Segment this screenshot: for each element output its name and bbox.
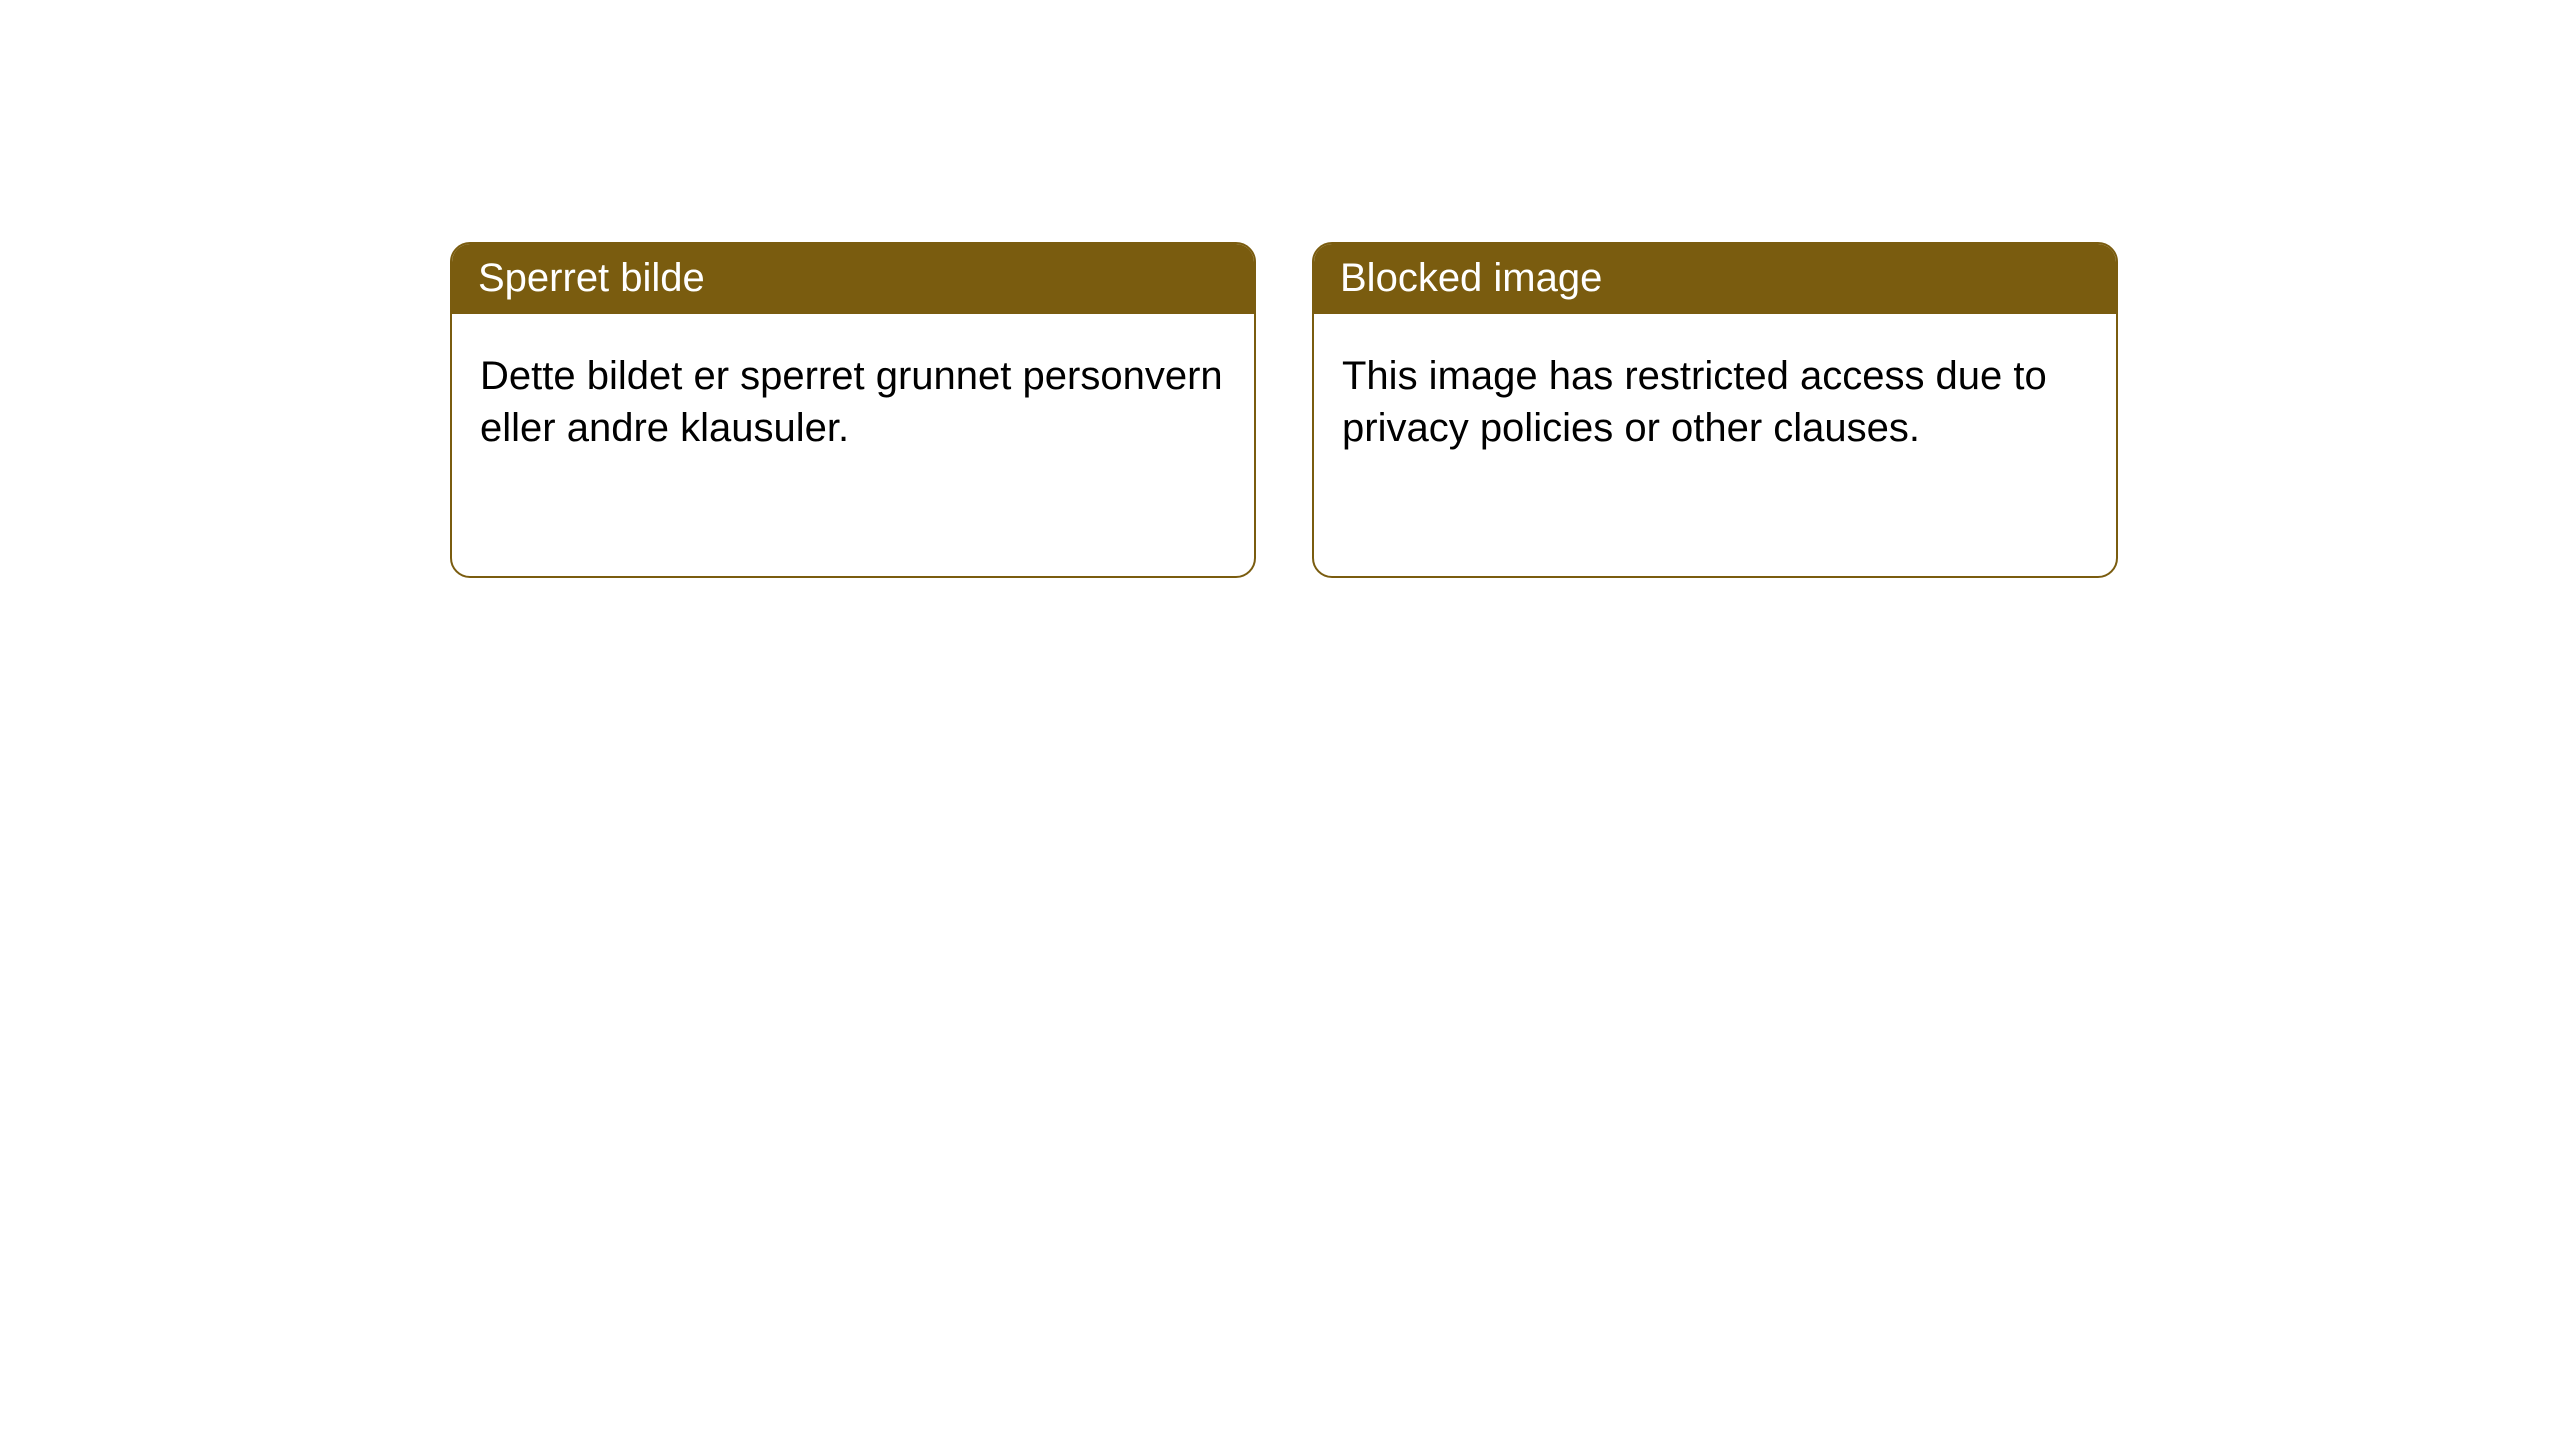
notice-body: Dette bildet er sperret grunnet personve…: [452, 314, 1254, 490]
notice-header: Sperret bilde: [452, 244, 1254, 314]
notice-container: Sperret bilde Dette bildet er sperret gr…: [0, 0, 2560, 578]
notice-header: Blocked image: [1314, 244, 2116, 314]
notice-card-norwegian: Sperret bilde Dette bildet er sperret gr…: [450, 242, 1256, 578]
notice-body: This image has restricted access due to …: [1314, 314, 2116, 490]
notice-card-english: Blocked image This image has restricted …: [1312, 242, 2118, 578]
